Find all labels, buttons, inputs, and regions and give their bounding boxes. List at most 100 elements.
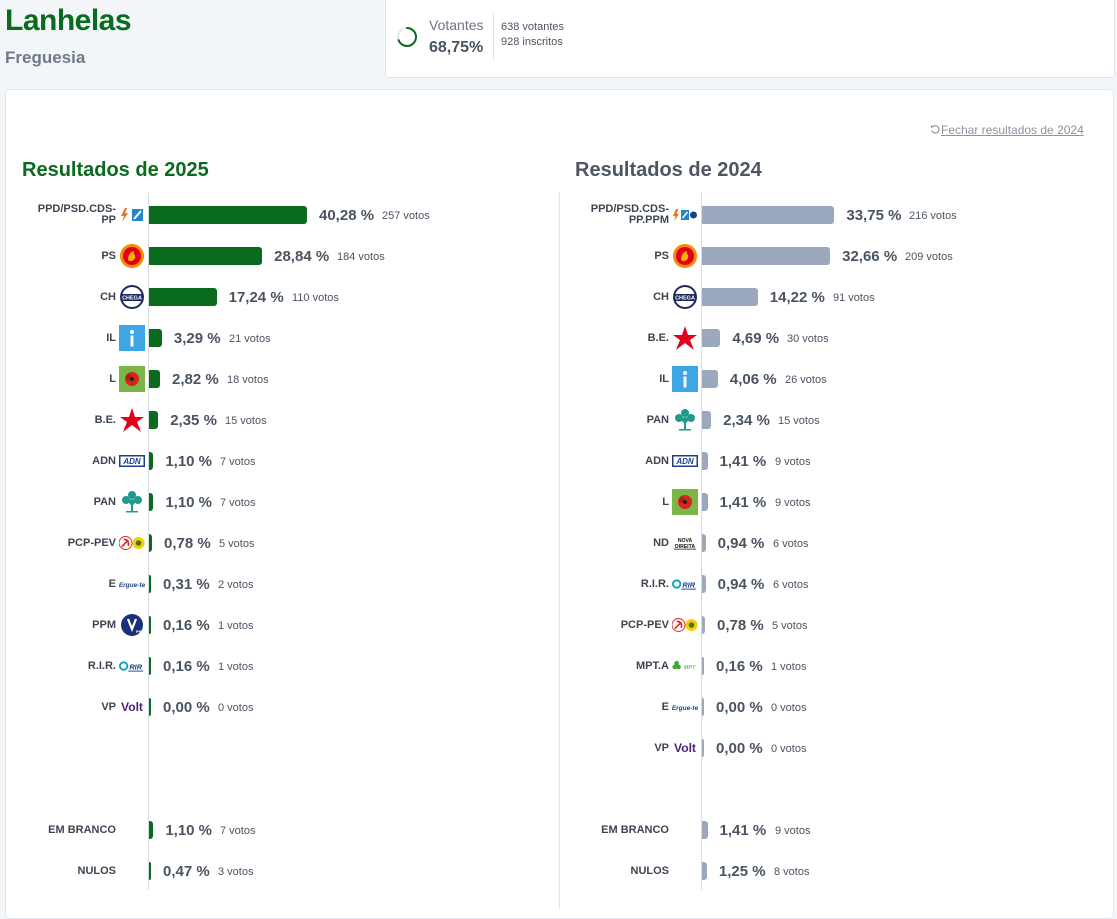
results-2024-axis xyxy=(701,193,702,890)
result-percent: 40,28 % xyxy=(319,207,375,224)
result-row: PCP-PEV 0,78 % 5 votos xyxy=(0,610,1117,640)
close-2024-results-label: Fechar resultados de 2024 xyxy=(941,123,1084,137)
party-name: PCP-PEV xyxy=(67,536,116,549)
mpt-logo-icon: MPT xyxy=(672,653,698,679)
be-logo-icon xyxy=(119,407,145,433)
ps-logo-icon xyxy=(119,243,145,269)
result-percent: 0,78 % xyxy=(717,617,764,634)
party-name: L xyxy=(109,372,116,385)
result-row: L 2,82 % 18 votos xyxy=(0,364,1117,394)
livre-logo-icon xyxy=(672,489,698,515)
result-votes: 110 votos xyxy=(292,292,339,304)
party-name: MPT.A xyxy=(636,659,669,672)
party-name: B.E. xyxy=(647,331,669,344)
party-name: CH xyxy=(100,290,116,303)
result-percent: 17,24 % xyxy=(228,289,284,306)
adn-logo-icon: ADN xyxy=(672,448,698,474)
result-percent: 2,34 % xyxy=(723,412,770,429)
livre-logo-icon xyxy=(119,366,145,392)
result-bar xyxy=(149,206,307,224)
result-bar xyxy=(149,247,263,265)
result-percent: 0,47 % xyxy=(163,863,210,880)
chega-logo-icon: CHEGA xyxy=(672,284,698,310)
result-bar xyxy=(702,575,706,593)
party-name: VP xyxy=(654,741,669,754)
result-percent: 0,94 % xyxy=(717,535,765,552)
result-bar xyxy=(702,206,835,224)
pcp-pev-logo-icon xyxy=(672,612,698,638)
result-row: ADN ADN 1,10 % 7 votos xyxy=(0,446,1117,476)
result-percent: 0,94 % xyxy=(717,576,765,593)
svg-text:ADN: ADN xyxy=(675,457,694,466)
party-name: PAN xyxy=(646,413,669,426)
result-row: E Ergue-te 0,31 % 2 votos xyxy=(0,569,1117,599)
result-row: NULOS 1,25 % 8 votos xyxy=(0,856,1117,886)
column-separator xyxy=(559,193,560,909)
pan-logo-icon xyxy=(672,407,698,433)
party-name: R.I.R. xyxy=(87,659,116,672)
result-bar xyxy=(702,411,712,429)
ergue-te-logo-icon: Ergue-te xyxy=(672,694,698,720)
party-name: PPM xyxy=(92,618,116,631)
result-row: CH CHEGA 17,24 % 110 votos xyxy=(0,282,1117,312)
turnout-percent: 68,75% xyxy=(429,39,484,56)
result-bar xyxy=(149,329,162,347)
result-bar xyxy=(702,288,758,306)
rir-logo-icon: RIR xyxy=(672,571,698,597)
result-bar xyxy=(702,493,708,511)
result-row: EM BRANCO 1,41 % 9 votos xyxy=(0,815,1117,845)
result-percent: 14,22 % xyxy=(769,289,825,306)
result-percent: 32,66 % xyxy=(842,248,898,265)
result-votes: 21 votos xyxy=(229,333,271,345)
nova-direita-logo-icon: NOVA DIREITA xyxy=(672,530,698,556)
result-percent: 4,69 % xyxy=(732,330,780,347)
result-percent: 28,84 % xyxy=(274,248,330,265)
result-votes: 0 votos xyxy=(771,702,807,714)
chega-logo-icon: CHEGA xyxy=(119,284,145,310)
svg-text:CHEGA: CHEGA xyxy=(122,296,142,302)
result-bar xyxy=(149,288,217,306)
party-name: EM BRANCO xyxy=(48,823,116,836)
party-name: PPD/PSD.CDS-PP.PPM xyxy=(590,203,669,226)
result-row: CH CHEGA 14,22 % 91 votos xyxy=(0,282,1117,312)
turnout-progress-ring xyxy=(397,27,417,47)
results-2024-title: Resultados de 2024 xyxy=(575,159,762,181)
result-bar xyxy=(149,698,151,716)
party-name: PCP-PEV xyxy=(620,618,669,631)
result-row: PAN 2,34 % 15 votos xyxy=(0,405,1117,435)
psd-cds-logo-icon xyxy=(119,202,145,228)
result-bar xyxy=(702,657,704,675)
party-name: B.E. xyxy=(94,413,116,426)
undo-icon xyxy=(930,124,940,134)
result-votes: 7 votos xyxy=(220,456,256,468)
result-bar xyxy=(702,862,707,880)
results-2025-title: Resultados de 2025 xyxy=(22,159,209,181)
result-bar xyxy=(149,493,154,511)
result-percent: 0,00 % xyxy=(163,699,210,716)
result-bar xyxy=(149,575,151,593)
svg-text:Volt: Volt xyxy=(674,741,696,755)
pcp-pev-logo-icon xyxy=(119,530,145,556)
result-percent: 3,29 % xyxy=(173,330,221,347)
result-votes: 3 votos xyxy=(218,866,254,878)
result-votes: 1 votos xyxy=(771,661,807,673)
turnout-voters: 638 votantes xyxy=(501,21,564,33)
result-bar xyxy=(149,370,161,388)
result-votes: 9 votos xyxy=(775,497,811,509)
result-percent: 0,00 % xyxy=(716,740,763,757)
party-name: PS xyxy=(101,249,116,262)
result-votes: 1 votos xyxy=(218,661,254,673)
page-subtitle: Freguesia xyxy=(5,48,86,67)
party-name: PAN xyxy=(93,495,116,508)
result-bar xyxy=(702,821,708,839)
svg-text:MPT: MPT xyxy=(684,665,696,671)
result-row: EM BRANCO 1,10 % 7 votos xyxy=(0,815,1117,845)
result-votes: 9 votos xyxy=(775,456,811,468)
il-logo-icon xyxy=(119,325,145,351)
ppm-logo-icon: PPM xyxy=(119,612,145,638)
result-row: PS 32,66 % 209 votos xyxy=(0,241,1117,271)
result-votes: 5 votos xyxy=(772,620,808,632)
result-votes: 7 votos xyxy=(220,825,256,837)
close-2024-results-link[interactable]: Fechar resultados de 2024 xyxy=(930,123,1084,137)
il-logo-icon xyxy=(672,366,698,392)
